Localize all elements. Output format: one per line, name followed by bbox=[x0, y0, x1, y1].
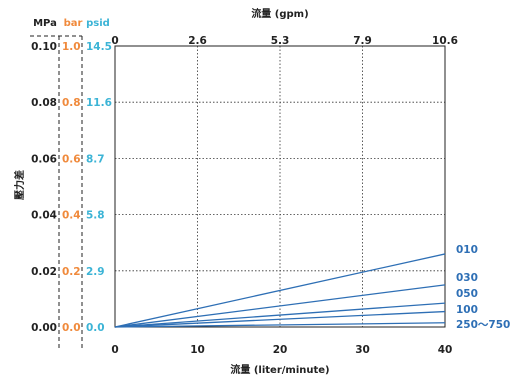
x-tick-label-top: 7.9 bbox=[353, 35, 372, 47]
series-line bbox=[114, 310, 446, 328]
y-tick-label-psid: 5.8 bbox=[86, 210, 105, 222]
y-tick-label-mpa: 0.02 bbox=[31, 266, 57, 278]
y-tick-label-psid: 2.9 bbox=[86, 266, 105, 278]
y-tick-label-bar: 0.8 bbox=[62, 97, 81, 109]
x-bottom-axis-title: 流量 (liter/minute) bbox=[230, 363, 329, 376]
unit-mpa: MPa bbox=[33, 18, 57, 29]
y-tick-label-mpa: 0.00 bbox=[31, 322, 57, 334]
series-line bbox=[114, 253, 446, 328]
series-lines: 010 030 050 100 250～750 bbox=[114, 244, 510, 331]
x-top-axis-title: 流量 (gpm) bbox=[251, 7, 308, 20]
x-tick-label-top: 0 bbox=[111, 35, 118, 47]
series-label: 050 bbox=[456, 288, 478, 300]
y-tick-label-bar: 0.2 bbox=[62, 266, 81, 278]
unit-bar: bar bbox=[64, 18, 83, 29]
y-tick-label-bar: 0.4 bbox=[62, 210, 81, 222]
x-tick-label-bottom: 30 bbox=[355, 344, 370, 356]
plot-frame bbox=[114, 45, 446, 328]
series-line bbox=[114, 302, 446, 328]
grid bbox=[115, 46, 445, 327]
x-tick-label-bottom: 40 bbox=[438, 344, 453, 356]
y-tick-label-psid: 14.5 bbox=[86, 41, 112, 53]
x-tick-label-bottom: 20 bbox=[273, 344, 288, 356]
y-tick-label-psid: 8.7 bbox=[86, 153, 105, 165]
unit-psid: psid bbox=[86, 18, 110, 29]
series-label: 030 bbox=[456, 272, 478, 284]
x-tick-label-top: 10.6 bbox=[432, 35, 458, 47]
y-tick-label-psid: 11.6 bbox=[86, 97, 112, 109]
series-line bbox=[114, 284, 446, 328]
y-tick-label-mpa: 0.08 bbox=[31, 97, 57, 109]
x-tick-label-top: 2.6 bbox=[188, 35, 207, 47]
series-label: 010 bbox=[456, 244, 478, 256]
y-tick-label-mpa: 0.04 bbox=[31, 210, 57, 222]
y-tick-label-bar: 0.0 bbox=[62, 322, 81, 334]
x-tick-label-top: 5.3 bbox=[271, 35, 290, 47]
series-label: 100 bbox=[456, 304, 478, 316]
y-tick-label-mpa: 0.06 bbox=[31, 153, 57, 165]
x-tick-label-bottom: 0 bbox=[111, 344, 118, 356]
series-line bbox=[114, 322, 446, 328]
y-tick-label-psid: 0.0 bbox=[86, 322, 105, 334]
y-tick-label-bar: 0.6 bbox=[62, 153, 81, 165]
tick-labels: 0 10 20 30 40 0 2.6 5.3 7.9 10.6 0.00 0.0 0.0 0.02 0.2… bbox=[31, 35, 458, 356]
y-tick-label-bar: 1.0 bbox=[62, 41, 81, 53]
y-axis-title: 壓力差 bbox=[13, 170, 26, 200]
plot-area-border bbox=[114, 45, 446, 328]
x-tick-label-bottom: 10 bbox=[190, 344, 205, 356]
y-tick-label-mpa: 0.10 bbox=[31, 41, 57, 53]
series-label: 250～750 bbox=[456, 319, 510, 331]
